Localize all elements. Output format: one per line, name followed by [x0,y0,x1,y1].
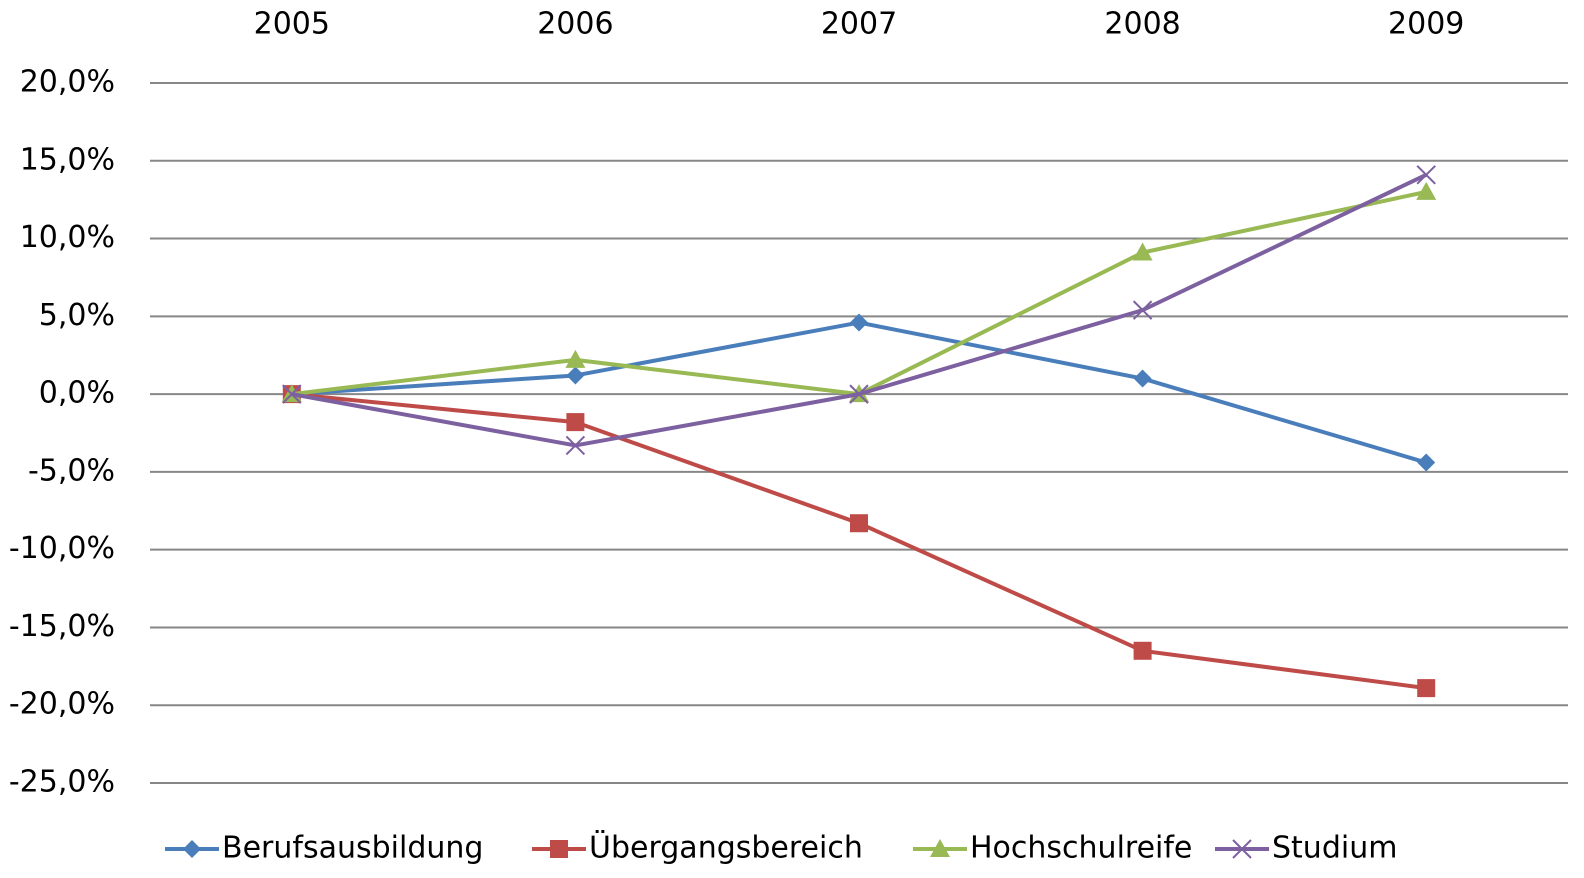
legend-label: Berufsausbildung [222,831,483,866]
x-tick-label: 2005 [254,7,330,42]
y-tick-label: 10,0% [20,220,115,255]
y-tick-label: -20,0% [9,687,115,722]
legend-label: Übergangsbereich [589,830,863,866]
legend-label: Studium [1272,831,1397,866]
y-tick-label: -5,0% [28,453,115,488]
y-tick-label: 15,0% [20,142,115,177]
marker [1417,453,1436,472]
y-tick-label: 0,0% [39,376,115,411]
y-tick-label: -15,0% [9,609,115,644]
legend-marker [183,840,201,858]
marker [1133,641,1152,660]
marker [849,384,869,404]
series-line [291,392,1427,691]
marker [282,384,302,404]
marker [565,435,586,456]
marker [850,514,868,533]
x-tick-label: 2007 [821,7,897,42]
y-tick-label: 20,0% [20,65,115,100]
marker [566,366,585,385]
legend-label: Hochschulreife [970,831,1192,866]
series-line [291,172,1428,448]
marker [1133,369,1152,388]
marker [850,313,868,332]
y-tick-label: -25,0% [9,765,115,800]
series-line [291,189,1427,397]
legend-marker [930,839,950,857]
marker [1417,679,1436,698]
legend-marker [1232,839,1252,859]
x-tick-label: 2006 [537,7,613,42]
x-tick-label: 2008 [1104,7,1180,42]
legend-marker [550,840,568,858]
y-tick-label: -10,0% [9,531,115,566]
marker [1132,242,1153,261]
marker [1132,300,1153,320]
marker [565,349,586,368]
marker [1416,181,1437,200]
y-tick-label: 5,0% [39,298,115,333]
marker [566,413,585,432]
marker [1416,165,1436,185]
x-tick-label: 2009 [1388,7,1464,42]
